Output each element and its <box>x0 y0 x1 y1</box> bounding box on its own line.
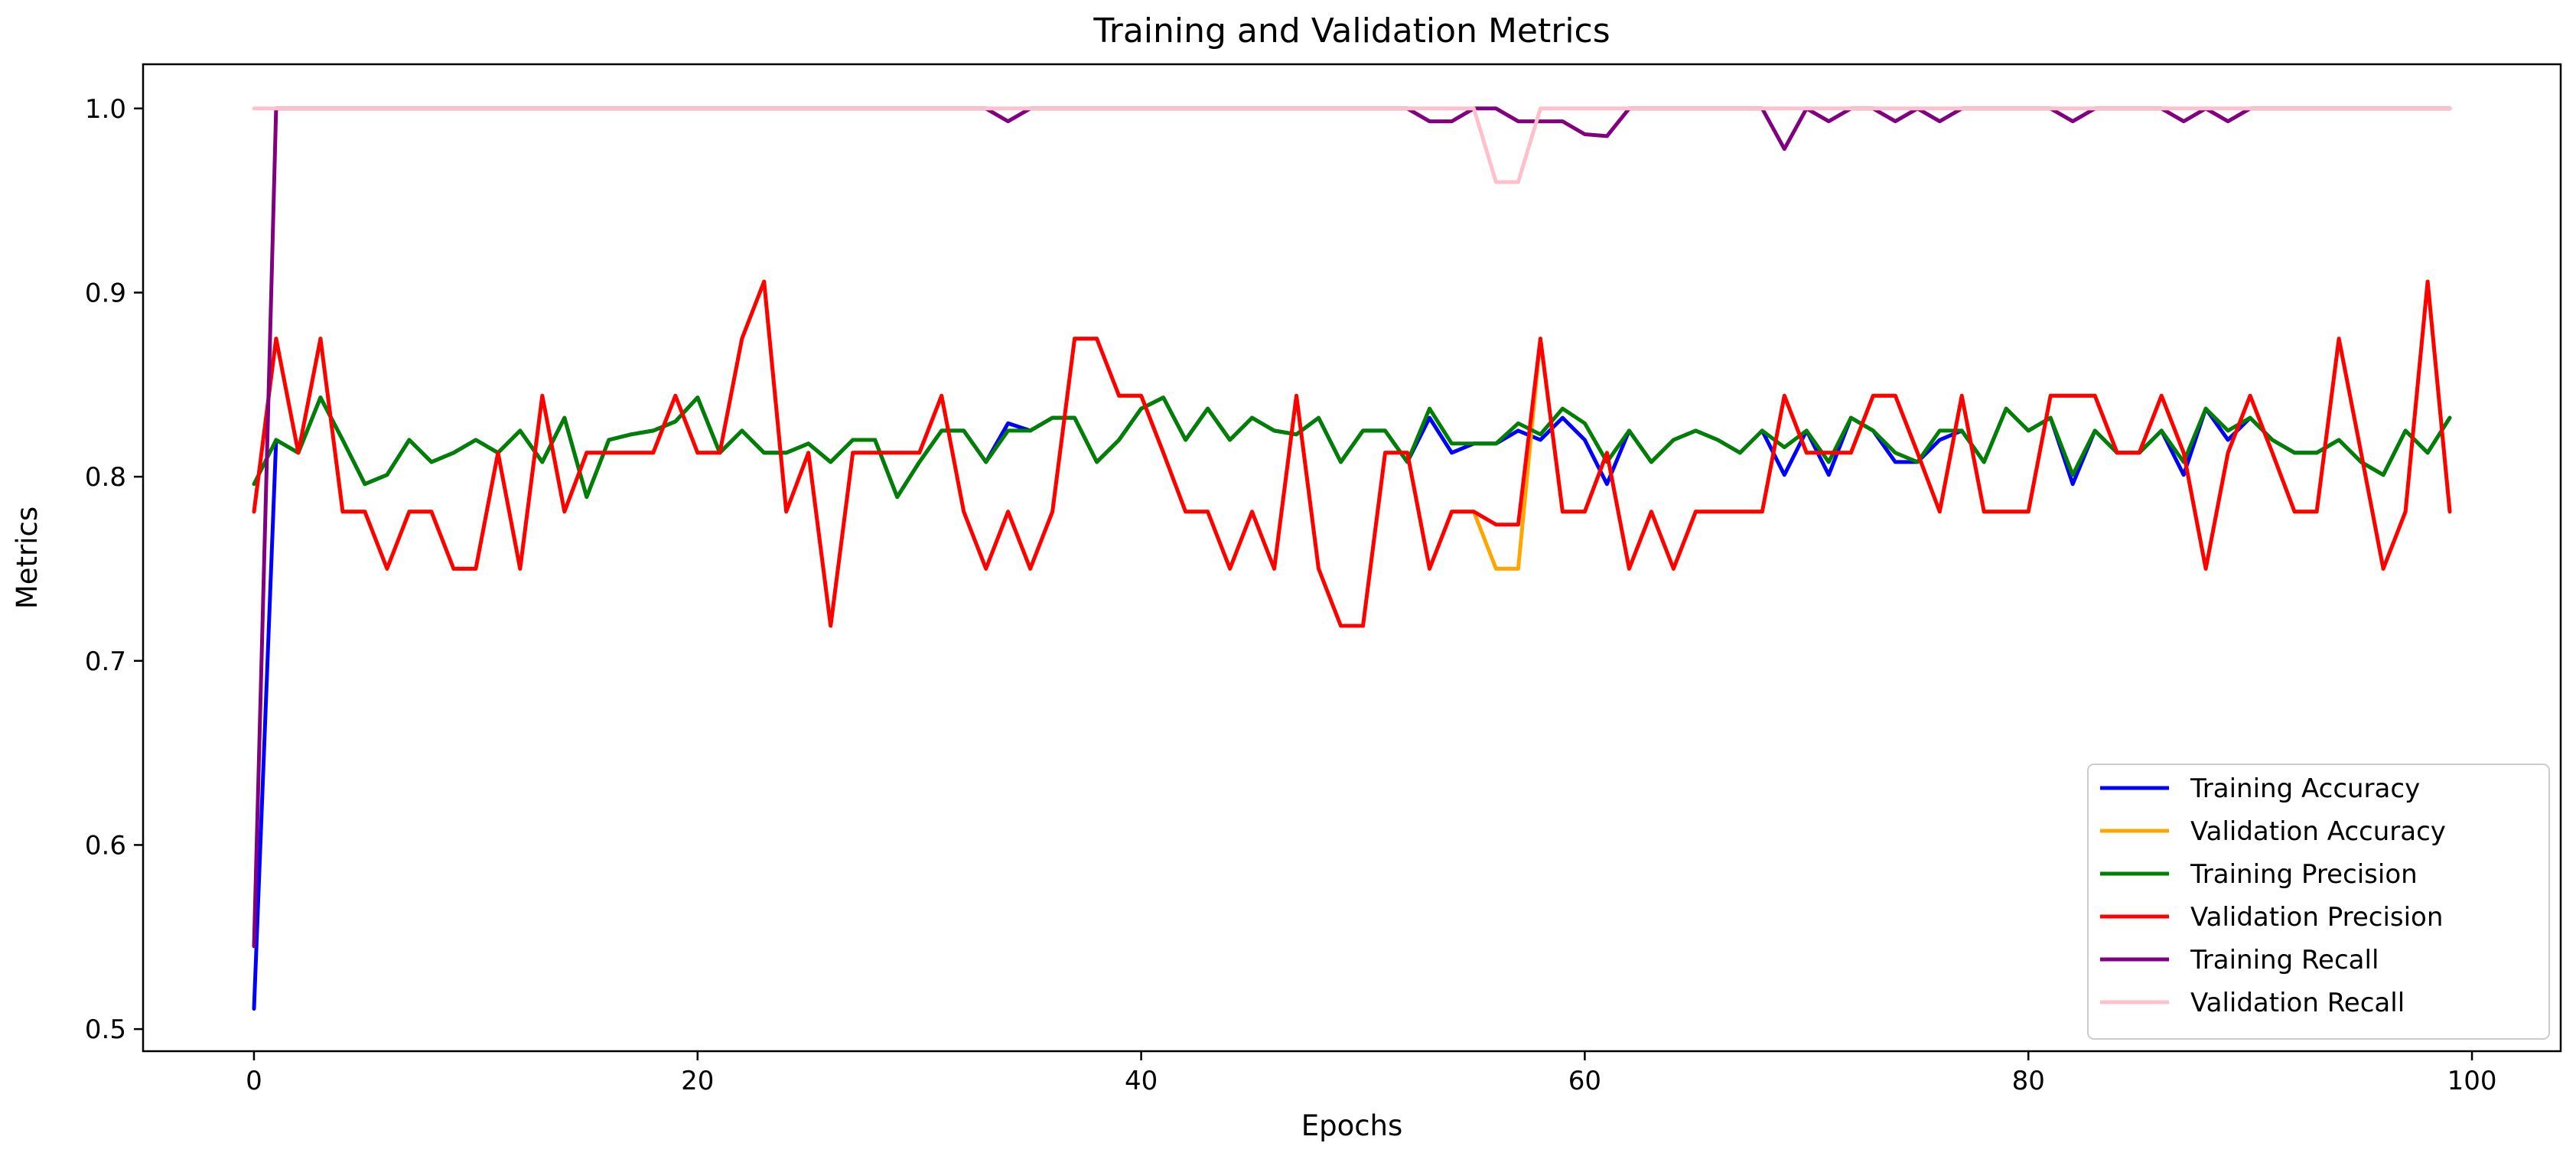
legend-label: Training Precision <box>2190 859 2418 890</box>
legend-items: Training Accuracy Validation Accuracy Trai… <box>2100 773 2446 1018</box>
legend-box <box>2087 764 2550 1040</box>
y-tick-label: 0.5 <box>85 1014 126 1045</box>
x-tick-label: 40 <box>1125 1066 1158 1096</box>
y-tick-label: 0.6 <box>85 830 126 861</box>
y-axis-label: Metrics <box>11 506 44 609</box>
y-axis: 0.5 0.6 0.7 0.8 0.9 1.0 <box>85 94 143 1045</box>
series-line-training-precision <box>252 396 2452 500</box>
series-line-validation-recall <box>252 106 2452 184</box>
legend-label: Training Recall <box>2190 945 2379 975</box>
legend: Training Accuracy Validation Accuracy Trai… <box>2087 764 2550 1040</box>
x-axis-label: Epochs <box>1301 1109 1403 1142</box>
y-tick-label: 0.7 <box>85 646 126 677</box>
y-tick-label: 0.9 <box>85 278 126 308</box>
legend-label: Validation Accuracy <box>2190 816 2446 847</box>
legend-label: Validation Precision <box>2190 902 2443 933</box>
x-axis: 0 20 40 60 80 100 <box>246 1051 2496 1096</box>
x-tick-label: 80 <box>2012 1066 2045 1096</box>
chart-title: Training and Validation Metrics <box>1093 11 1610 50</box>
y-tick-label: 1.0 <box>85 94 126 125</box>
y-tick-label: 0.8 <box>85 462 126 493</box>
plot-frame <box>142 63 2562 1053</box>
legend-label: Validation Recall <box>2190 988 2405 1018</box>
x-tick-label: 100 <box>2447 1066 2497 1096</box>
series-line-validation-precision <box>252 279 2452 628</box>
series-layer <box>252 106 2452 1011</box>
x-tick-label: 60 <box>1568 1066 1601 1096</box>
x-tick-label: 0 <box>246 1066 262 1096</box>
legend-label: Training Accuracy <box>2190 773 2420 804</box>
x-tick-label: 20 <box>681 1066 714 1096</box>
